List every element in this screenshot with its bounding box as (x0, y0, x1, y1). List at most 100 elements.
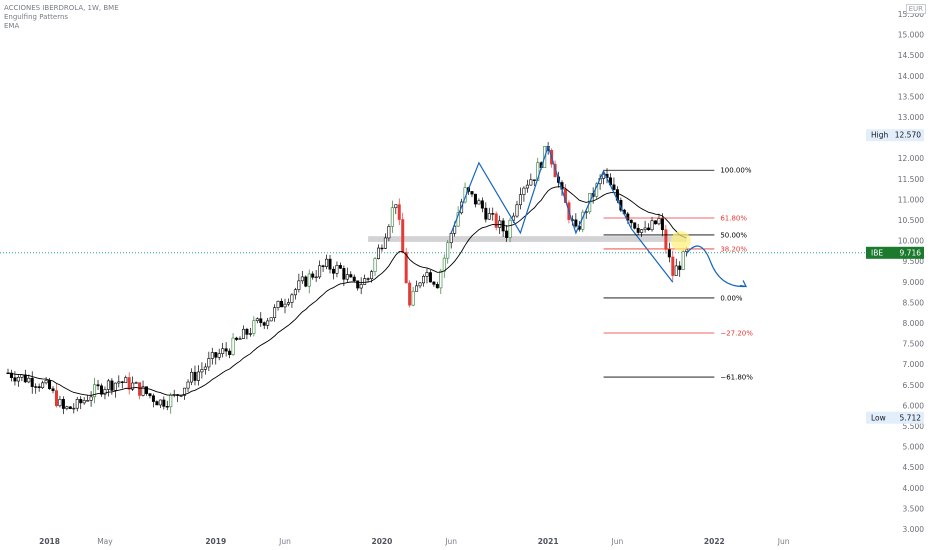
candle-body (307, 273, 311, 287)
candle-body (432, 281, 436, 285)
indicator-ema[interactable]: EMA (4, 22, 20, 30)
candle-body (501, 220, 505, 232)
candle-body (106, 380, 110, 390)
time-tick-label: Jun (777, 537, 790, 546)
fib-level-label: −27.20% (720, 329, 753, 337)
candle-body (428, 272, 432, 283)
candle-body (224, 348, 228, 352)
projection-arrow-icon (739, 280, 748, 288)
candle-body (383, 237, 387, 249)
candle-body (259, 318, 263, 323)
candle-body (473, 193, 477, 205)
candle-body (117, 381, 121, 384)
candle-body (640, 229, 644, 233)
symbol-title[interactable]: ACCIONES IBERDROLA, 1W, BME (4, 4, 119, 12)
last-price-badge-bg (866, 246, 924, 259)
price-tick-label: 4.500 (903, 463, 925, 472)
candle-body (16, 377, 20, 382)
price-tick-label: 8.000 (903, 319, 925, 328)
fib-level-label: 50.00% (720, 231, 747, 239)
candle-body (408, 282, 412, 306)
fib-level-label: 38.20% (720, 245, 747, 253)
candle-body (442, 257, 446, 272)
candle-body (314, 276, 318, 279)
candle-body (685, 249, 689, 252)
candlestick-series (6, 142, 689, 415)
time-tick-label: 2022 (704, 537, 725, 546)
high-badge-bg (866, 129, 924, 142)
candle-body (629, 219, 633, 224)
candle-body (124, 377, 128, 383)
candle-body (228, 350, 232, 355)
candle-body (165, 406, 169, 408)
candle-body (210, 352, 214, 359)
price-tick-label: 14.000 (898, 72, 924, 81)
candle-body (266, 320, 270, 326)
price-tick-label: 7.500 (903, 340, 925, 349)
candle-body (380, 247, 384, 250)
fib-level-label: 0.00% (720, 294, 743, 302)
currency-badge[interactable]: EUR (905, 4, 926, 14)
candle-body (653, 220, 657, 225)
candle-body (37, 386, 41, 389)
candle-body (435, 284, 439, 289)
candle-body (366, 278, 370, 280)
candle-body (238, 338, 242, 340)
candle-body (394, 204, 398, 209)
candle-body (72, 407, 76, 410)
candle-body (311, 273, 315, 278)
time-axis[interactable]: 2018 May 2019 Jun 2020 Jun 2021 Jun 2022 Jun (39, 537, 790, 546)
pattern-zigzag (450, 144, 674, 283)
candle-body (169, 394, 173, 408)
candle-body (82, 400, 86, 404)
candle-body (252, 320, 256, 334)
candle-body (200, 369, 204, 373)
time-tick-label: 2021 (538, 537, 559, 546)
price-tick-label: 8.500 (903, 298, 925, 307)
candle-body (518, 194, 522, 206)
candle-body (636, 227, 640, 233)
candle-body (196, 371, 200, 381)
candle-body (387, 226, 391, 239)
projection-curve (686, 245, 747, 288)
candle-body (525, 184, 529, 189)
candle-body (335, 265, 339, 274)
candle-body (283, 303, 287, 308)
price-tick-label: 9.000 (903, 278, 925, 287)
candle-body (255, 318, 259, 322)
time-tick-label: 2018 (39, 537, 60, 546)
candle-body (79, 399, 83, 404)
candle-body (96, 384, 100, 387)
candle-body (647, 227, 651, 231)
last-price-badge-value: 9.716 (900, 248, 922, 257)
candle-body (415, 285, 419, 292)
fib-level-label: 100.00% (720, 167, 751, 175)
candle-body (269, 317, 273, 322)
candle-body (99, 385, 103, 395)
price-tick-label: 10.500 (898, 216, 924, 225)
candle-body (397, 204, 401, 220)
time-tick-label: 2020 (372, 537, 393, 546)
candle-body (508, 219, 512, 238)
candle-body (44, 380, 48, 384)
candle-body (325, 258, 329, 267)
price-axis[interactable]: 15.500 15.000 14.500 14.000 13.500 13.000 12.5… (898, 10, 924, 534)
candle-body (148, 393, 152, 397)
candle-body (23, 374, 27, 383)
candle-body (214, 352, 218, 358)
last-price-badge-label: IBE (871, 248, 883, 257)
candle-body (449, 233, 453, 244)
support-zone (368, 236, 687, 242)
indicator-engulfing[interactable]: Engulfing Patterns (4, 13, 69, 21)
low-badge-bg (866, 411, 924, 424)
fibonacci-retracement[interactable]: 100.00% 61.80% 50.00% 38.20% 0.00% −27.20% −61… (603, 167, 754, 382)
candle-body (293, 289, 297, 296)
candle-body (664, 229, 668, 250)
candle-body (418, 282, 422, 287)
fib-level-label: 61.80% (720, 215, 747, 223)
candle-body (404, 252, 408, 284)
candle-body (328, 258, 332, 270)
candle-body (667, 249, 671, 258)
low-badge-label: Low (871, 413, 886, 422)
